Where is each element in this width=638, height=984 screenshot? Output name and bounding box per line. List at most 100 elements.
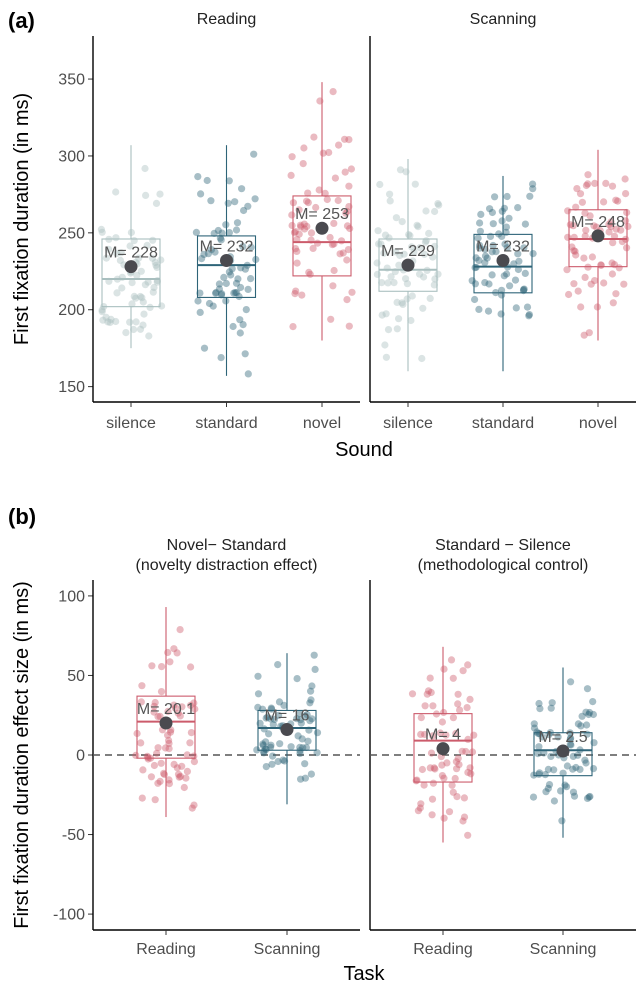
data-point xyxy=(593,303,602,311)
data-point xyxy=(161,744,170,752)
data-point xyxy=(229,322,237,331)
data-point xyxy=(99,316,107,324)
data-point xyxy=(426,764,434,772)
data-point xyxy=(138,794,146,802)
data-point xyxy=(589,765,598,773)
data-point xyxy=(423,690,431,698)
data-point xyxy=(112,234,120,242)
data-point xyxy=(315,186,323,194)
data-point xyxy=(393,325,401,333)
group-standard: M= 232 standard xyxy=(468,175,537,432)
data-point xyxy=(589,698,597,706)
data-point xyxy=(476,227,484,235)
data-point xyxy=(514,250,522,258)
data-point xyxy=(583,685,592,693)
facet: Novel− Standard (novelty distraction effe… xyxy=(92,537,360,958)
data-point xyxy=(151,796,159,804)
data-point xyxy=(395,261,403,269)
data-point xyxy=(174,770,183,778)
data-point xyxy=(392,214,400,222)
data-point xyxy=(170,701,178,709)
data-point xyxy=(573,185,581,193)
data-point xyxy=(459,667,467,675)
data-point xyxy=(307,770,315,778)
mean-label: M= 232 xyxy=(476,239,530,256)
data-point xyxy=(307,229,316,237)
data-point xyxy=(466,695,474,704)
data-point xyxy=(144,755,152,763)
data-point xyxy=(279,756,287,764)
data-point xyxy=(176,626,184,634)
data-point xyxy=(233,219,242,227)
data-point xyxy=(151,698,159,707)
group-silence: M= 229 silence xyxy=(373,159,443,432)
data-point xyxy=(122,329,130,337)
data-point xyxy=(502,223,510,231)
data-point xyxy=(105,245,113,253)
data-point xyxy=(113,289,121,297)
data-point xyxy=(505,214,513,222)
data-point xyxy=(343,207,351,216)
data-point xyxy=(200,250,208,258)
data-point xyxy=(176,712,184,720)
data-point xyxy=(200,344,209,352)
data-point xyxy=(102,254,110,262)
data-point xyxy=(608,270,617,278)
data-point xyxy=(576,190,585,198)
data-point xyxy=(218,290,226,298)
data-point xyxy=(590,222,598,230)
data-point xyxy=(586,792,594,801)
data-point xyxy=(498,217,506,225)
data-point xyxy=(319,149,327,157)
data-point xyxy=(403,295,411,303)
data-point xyxy=(150,702,158,710)
data-point xyxy=(156,777,164,786)
data-point xyxy=(605,220,613,228)
data-point xyxy=(542,788,550,796)
data-point xyxy=(438,761,446,769)
data-point xyxy=(194,173,202,181)
data-point xyxy=(489,220,497,228)
data-point xyxy=(136,325,145,333)
data-point xyxy=(136,292,144,301)
data-point xyxy=(291,245,300,253)
data-point xyxy=(431,207,439,216)
data-point xyxy=(297,223,305,231)
data-point xyxy=(582,708,590,716)
data-point xyxy=(408,292,416,300)
data-point xyxy=(287,743,295,751)
facet-title: Reading xyxy=(197,11,257,28)
data-point xyxy=(157,256,165,264)
data-point xyxy=(498,207,506,215)
data-point xyxy=(529,250,537,258)
data-point xyxy=(574,751,582,759)
data-point xyxy=(386,197,394,205)
data-point xyxy=(107,315,115,323)
data-point xyxy=(572,251,580,259)
data-point xyxy=(268,760,276,768)
box xyxy=(257,709,317,751)
data-point xyxy=(325,148,333,157)
data-point xyxy=(230,289,238,297)
data-point xyxy=(458,747,466,755)
data-point xyxy=(321,189,329,197)
data-point xyxy=(112,317,120,326)
data-point xyxy=(571,247,579,255)
data-point xyxy=(141,164,149,173)
data-point xyxy=(334,196,342,205)
data-point xyxy=(345,182,353,190)
data-point xyxy=(166,658,174,666)
data-point xyxy=(471,295,479,304)
x-tick-label: novel xyxy=(579,415,617,432)
data-point xyxy=(173,649,181,657)
data-point xyxy=(403,280,411,288)
data-point xyxy=(311,665,319,674)
data-point xyxy=(459,817,467,825)
panel-b: (b) First fixation duration effect size (… xyxy=(8,504,636,984)
data-point xyxy=(141,281,149,289)
data-point xyxy=(348,288,356,296)
data-point xyxy=(452,758,460,766)
facet-title: Scanning xyxy=(470,11,537,28)
data-point xyxy=(563,762,572,770)
data-point xyxy=(520,285,528,293)
